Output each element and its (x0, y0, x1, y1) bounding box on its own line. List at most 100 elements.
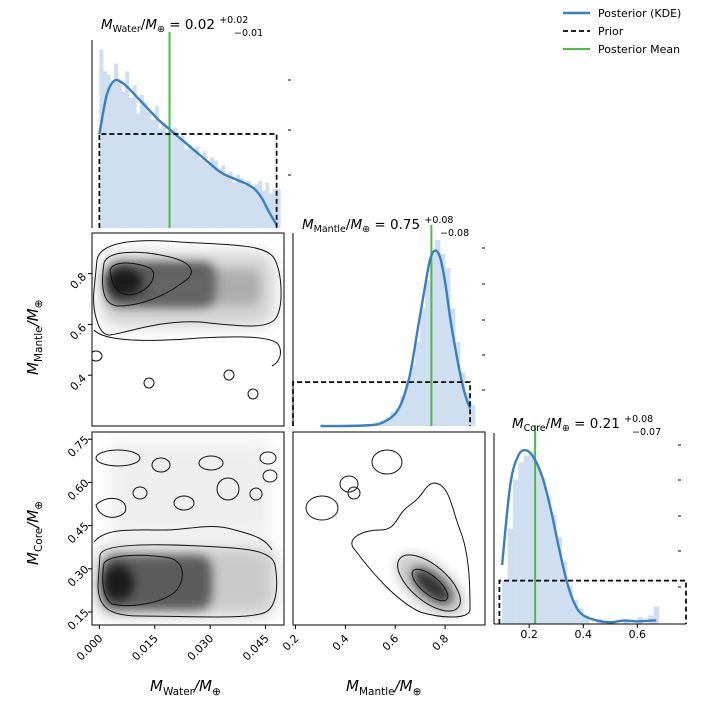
core-kde-curve (500, 448, 657, 624)
core-x-ticks: 0.2 0.4 0.6 (520, 624, 646, 641)
core-hist-bar (561, 561, 568, 624)
core-hist-bar (577, 608, 584, 624)
water-hist-bar (258, 181, 263, 228)
water-core-frame (91, 431, 285, 626)
title-mantle-minus: −0.08 (440, 228, 469, 239)
core-hist-bar (623, 620, 630, 624)
core-hist-bar (512, 479, 519, 624)
mantle-y-ticks: 0.4 0.6 0.8 (67, 270, 92, 393)
water-hist-bar (250, 187, 255, 228)
water-hist-bar (125, 71, 130, 228)
water-hist-bar (195, 146, 200, 228)
legend-mean-label: Posterior Mean (598, 43, 680, 56)
mantle-x-ticks: 0.2 0.4 0.6 0.8 (280, 625, 451, 653)
water-core-contours (93, 449, 278, 618)
water-hist-bar (140, 94, 144, 228)
mantle-core-frame (292, 431, 486, 626)
water-side-ticks (288, 79, 291, 176)
water-hist-bar (206, 163, 211, 228)
panel-water-mantle (92, 240, 282, 400)
mantle-x-tick-label: 0.8 (430, 632, 452, 654)
water-hist-bar (217, 168, 222, 228)
water-x-tick-label: 0.045 (240, 632, 271, 663)
mantle-hist-bar (440, 254, 446, 426)
panel-mantle-core (305, 449, 471, 618)
water-hist-bar (147, 112, 152, 228)
mantle-hist-bar (465, 392, 471, 426)
legend: Posterior (KDE) Prior Posterior Mean (563, 7, 681, 56)
water-hist-bar (272, 188, 277, 228)
water-hist-bar (176, 138, 181, 228)
panel-water-hist (91, 32, 291, 229)
mantle-x-tick-label: 0.4 (330, 632, 352, 654)
core-side-ticks (678, 444, 681, 588)
mantle-side-ticks (482, 247, 485, 391)
water-hist-bar (228, 171, 233, 228)
core-y-tick-label: 0.60 (65, 477, 92, 504)
water-hist-bar (165, 134, 170, 228)
core-hist-bar (534, 465, 541, 624)
core-hist-bar (523, 455, 530, 624)
water-hist-bar (188, 144, 192, 228)
core-hist-bars (502, 452, 660, 624)
mantle-x-tick-label: 0.6 (380, 632, 402, 654)
water-hist-bar (269, 193, 274, 228)
water-x-tick-label: 0.000 (74, 632, 105, 663)
water-hist-bar (239, 177, 244, 228)
mantle-y-tick-label: 0.6 (67, 321, 89, 343)
mantle-y-tick-label: 0.8 (67, 270, 89, 292)
mantle-hist-bar (430, 254, 436, 426)
mantle-x-tick-label: 0.2 (280, 632, 302, 654)
mantle-core-density (394, 553, 466, 617)
water-hist-bar (224, 176, 229, 228)
water-hist-bar (114, 63, 119, 228)
core-x-tick-label: 0.4 (574, 628, 592, 641)
panel-core-hist: 0.2 0.4 0.6 (493, 425, 687, 641)
water-x-ticks: 0.000 0.015 0.030 0.045 (74, 625, 272, 663)
water-hist-bar (136, 113, 141, 228)
water-hist-bar (117, 79, 122, 229)
panel-water-core (93, 440, 278, 618)
title-mantle: MMantle/M⊕ = 0.75 +0.08 (302, 215, 453, 235)
core-hist-bar (572, 599, 579, 624)
ylabel-core: MCore/M⊕ (24, 501, 45, 565)
core-y-tick-label: 0.15 (65, 606, 92, 633)
water-hist-bar (265, 182, 270, 228)
ylabel-mantle: MMantle/M⊕ (24, 300, 45, 375)
core-hist-bar (539, 478, 546, 624)
core-hist-bar (545, 497, 552, 624)
core-hist-bar (502, 580, 508, 624)
water-hist-bar (191, 149, 196, 228)
water-kde-curve (98, 78, 278, 226)
mantle-hist-bar (415, 341, 421, 426)
core-y-ticks: 0.15 0.30 0.45 0.60 0.75 (65, 433, 92, 633)
water-core-density (96, 440, 276, 616)
core-hist-bar (567, 585, 573, 624)
water-mantle-density (100, 252, 275, 327)
core-hist-bar (550, 514, 557, 624)
water-x-tick-label: 0.015 (129, 632, 160, 663)
water-hist-bar (243, 185, 248, 228)
water-hist-bar (202, 151, 207, 228)
water-hist-bar (151, 119, 156, 228)
mantle-hist-bar (390, 411, 396, 426)
mantle-hist-bar (385, 417, 391, 426)
water-hist-bar (184, 149, 189, 228)
water-hist-bar (158, 129, 163, 228)
mantle-hist-bar (425, 280, 431, 426)
core-hist-bar (556, 537, 562, 624)
mantle-hist-bar (420, 308, 426, 426)
water-hist-bar (213, 160, 218, 228)
core-x-tick-label: 0.2 (520, 628, 538, 641)
mantle-y-tick-label: 0.4 (67, 372, 89, 394)
water-hist-bar (276, 188, 281, 228)
water-hist-bar (236, 174, 240, 228)
water-hist-bar (254, 184, 259, 228)
mantle-hist-bar (435, 240, 441, 426)
water-hist-bar (128, 97, 133, 228)
legend-prior-label: Prior (598, 25, 624, 38)
water-hist-bar (121, 91, 126, 228)
mantle-hist-bar (395, 408, 401, 426)
core-hist-bar (518, 462, 525, 624)
